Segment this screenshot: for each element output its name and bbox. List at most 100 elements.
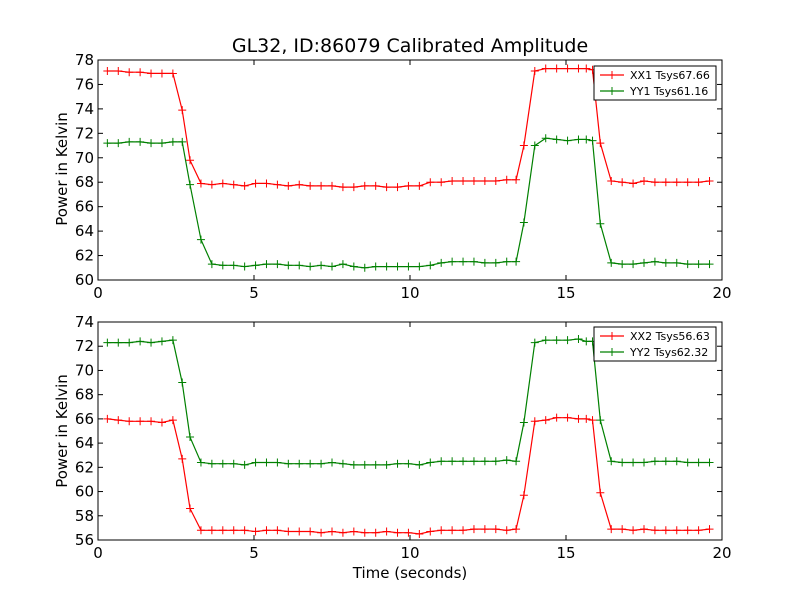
data-point xyxy=(147,338,156,347)
data-point xyxy=(650,526,659,535)
data-point xyxy=(103,139,112,148)
data-point xyxy=(448,177,457,185)
data-point xyxy=(459,177,468,185)
data-point xyxy=(705,260,714,269)
data-point xyxy=(306,527,315,536)
data-point xyxy=(317,459,326,468)
data-point xyxy=(251,458,260,467)
data-point xyxy=(229,459,238,468)
data-point xyxy=(147,69,156,78)
data-point xyxy=(650,457,659,466)
data-point xyxy=(218,261,227,270)
data-point xyxy=(295,459,304,468)
data-point xyxy=(607,525,616,534)
data-point xyxy=(661,178,670,187)
data-point xyxy=(371,181,380,190)
top-plot-panel: 0 5 10 15 20 60 62 64 66 68 70 72 74 76 78 XX1 Tsys67.6… xyxy=(75,51,732,302)
legend-marker xyxy=(608,87,616,95)
y-tick-label: 66 xyxy=(75,198,94,216)
data-point xyxy=(512,257,521,266)
legend-label: XX2 Tsys56.63 xyxy=(630,330,710,343)
data-point xyxy=(694,526,703,535)
y-tick-label: 72 xyxy=(75,124,94,142)
data-point xyxy=(519,491,528,500)
data-point xyxy=(262,458,271,467)
data-point xyxy=(178,378,187,387)
chart-title: GL32, ID:86079 Calibrated Amplitude xyxy=(232,35,588,57)
data-point xyxy=(317,261,326,270)
y-tick-label: 62 xyxy=(75,247,94,265)
data-point xyxy=(480,457,489,466)
data-point xyxy=(426,261,435,270)
data-point xyxy=(306,262,315,271)
data-point xyxy=(683,526,692,535)
data-point xyxy=(552,135,561,144)
data-point xyxy=(240,460,249,469)
data-point xyxy=(251,261,260,270)
x-tick-label: 20 xyxy=(712,284,731,302)
data-point xyxy=(178,137,187,146)
data-point xyxy=(618,525,627,534)
data-point xyxy=(607,177,616,185)
data-point xyxy=(360,528,369,537)
data-point xyxy=(512,525,521,534)
data-point xyxy=(607,457,616,466)
y-tick-label: 74 xyxy=(75,313,94,331)
data-point xyxy=(240,181,249,190)
x-tick-label: 10 xyxy=(400,284,419,302)
data-point xyxy=(459,457,468,466)
data-point xyxy=(114,67,123,75)
data-point xyxy=(393,262,402,271)
data-point xyxy=(480,525,489,534)
data-point xyxy=(178,106,187,115)
y-tick-label: 66 xyxy=(75,410,94,428)
data-point xyxy=(168,416,177,425)
data-point xyxy=(404,528,413,537)
data-point xyxy=(338,459,347,468)
data-point xyxy=(512,175,521,184)
data-point xyxy=(552,64,561,73)
data-point xyxy=(574,414,583,423)
data-point xyxy=(530,67,539,75)
data-point xyxy=(229,180,238,189)
data-point xyxy=(469,457,478,466)
y-tick-label: 64 xyxy=(75,434,94,452)
data-point xyxy=(491,457,500,466)
data-point xyxy=(157,337,166,346)
x-tick-label: 5 xyxy=(249,284,259,302)
data-point xyxy=(218,526,227,535)
y-tick-label: 70 xyxy=(75,149,94,167)
data-point xyxy=(437,457,446,466)
data-point xyxy=(672,258,681,267)
y-tick-label: 60 xyxy=(75,483,94,501)
data-point xyxy=(136,137,145,146)
data-point xyxy=(284,261,293,270)
y-tick-label: 68 xyxy=(75,173,94,191)
data-point xyxy=(207,180,216,189)
data-point xyxy=(103,414,112,423)
data-point xyxy=(273,526,282,535)
y-tick-label: 72 xyxy=(75,337,94,355)
data-point xyxy=(459,257,468,266)
data-point xyxy=(618,260,627,269)
data-point xyxy=(262,179,271,188)
data-point xyxy=(273,180,282,189)
data-point xyxy=(251,527,260,536)
data-point xyxy=(640,258,648,267)
y-tick-label: 70 xyxy=(75,361,94,379)
data-point xyxy=(147,417,156,426)
data-point xyxy=(541,336,550,345)
data-point xyxy=(596,139,605,148)
series-line-xx2 xyxy=(107,417,710,535)
data-point xyxy=(306,181,315,190)
data-point xyxy=(338,528,347,537)
data-point xyxy=(178,454,187,463)
data-point xyxy=(588,136,597,145)
data-point xyxy=(574,64,583,73)
data-point xyxy=(512,457,521,466)
data-point xyxy=(103,67,112,75)
data-point xyxy=(196,458,205,467)
data-point xyxy=(629,179,638,188)
data-point xyxy=(582,414,591,423)
